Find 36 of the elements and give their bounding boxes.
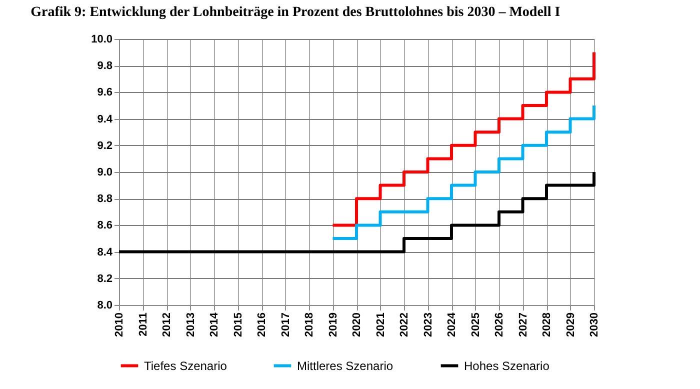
x-tick-label: 2013 [184, 312, 197, 337]
x-tick-label: 2011 [137, 312, 150, 336]
x-tick-label: 2019 [327, 312, 340, 337]
x-tick-label: 2022 [398, 312, 410, 337]
x-tick-label: 2024 [446, 312, 458, 337]
chart-title: Grafik 9: Entwicklung der Lohnbeiträge in Prozent des Bruttolohnes bis 2030 – Modell I [30, 5, 560, 20]
y-tick-label: 9.4 [97, 113, 114, 126]
x-tick-label: 2030 [588, 312, 600, 337]
y-tick-label: 8.0 [97, 300, 112, 312]
x-tick-label: 2014 [208, 312, 220, 337]
y-tick-label: 8.4 [97, 246, 114, 258]
x-tick-label: 2020 [351, 312, 363, 337]
x-tick-label: 2015 [232, 312, 244, 337]
x-tick-label: 2018 [304, 312, 316, 337]
legend-label: Tiefes Szenario [144, 358, 228, 373]
y-tick-label: 9.0 [97, 166, 112, 178]
y-tick-label: 8.2 [97, 272, 112, 285]
x-tick-label: 2017 [280, 312, 292, 337]
x-tick-label: 2026 [494, 312, 506, 337]
legend-label: Hohes Szenario [464, 358, 550, 373]
x-tick-label: 2025 [470, 312, 482, 337]
y-tick-label: 9.8 [97, 60, 112, 72]
x-tick-label: 2016 [256, 312, 268, 337]
y-tick-label: 8.6 [97, 220, 112, 232]
y-tick-label: 8.8 [97, 193, 112, 206]
x-tick-label: 2023 [422, 312, 434, 337]
x-tick-label: 2027 [517, 312, 530, 337]
y-tick-label: 9.2 [97, 140, 112, 152]
x-tick-label: 2029 [564, 312, 577, 337]
x-tick-label: 2021 [374, 312, 387, 337]
x-tick-label: 2012 [161, 312, 173, 337]
legend-label: Mittleres Szenario [297, 358, 394, 373]
y-tick-label: 9.6 [97, 86, 112, 99]
x-tick-label: 2010 [114, 312, 126, 337]
y-tick-label: 10.0 [91, 34, 112, 46]
x-tick-label: 2028 [541, 312, 553, 337]
